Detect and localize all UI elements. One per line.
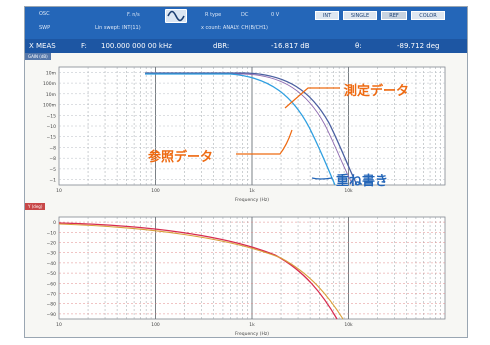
- reference-curve: [145, 73, 336, 186]
- osc-volt: 0 V: [271, 12, 280, 18]
- swp-label: SWP: [39, 25, 51, 31]
- ref-button[interactable]: REF: [381, 11, 407, 20]
- int-button[interactable]: INT: [315, 11, 339, 20]
- x-axis-label: Frequency (Hz): [235, 197, 269, 203]
- measured-curve-a: [145, 72, 358, 186]
- y-tick-label: −90: [47, 312, 57, 318]
- x-tick-label: 10k: [344, 322, 353, 328]
- dbr-label: dBR:: [213, 42, 230, 50]
- y-tick-label: −70: [47, 292, 57, 298]
- top-panel-tag: GAIN (dB): [25, 53, 51, 60]
- sweep-count: x count: ANALY: CH(B/CH1): [201, 25, 268, 31]
- y-tick-label: −60: [47, 281, 57, 287]
- measured-curve-b: [145, 73, 354, 186]
- x-tick-label: 10: [56, 322, 62, 328]
- x-tick-label: 1k: [249, 188, 255, 194]
- osc-amplitude: F. n/s: [127, 12, 140, 18]
- gain-plot: 10m 100m 10m 100m −15 −10 −15 −8 −8 −5 −110 100 1k 10…: [43, 66, 446, 203]
- bottom-measured-curve: [58, 222, 338, 320]
- settings-header: OSC SWP F. n/s R type DC 0 V Lin swept: …: [25, 7, 467, 39]
- y-tick-label: −8: [49, 156, 56, 162]
- y-tick-label: −1: [49, 178, 56, 184]
- freq-label: F:: [81, 42, 87, 50]
- sweep-info: Lin swept: INT(11): [95, 25, 141, 31]
- x-axis-label: Frequency (Hz): [235, 331, 269, 337]
- single-button[interactable]: SINGLE: [343, 11, 377, 20]
- overlay-leader-line: [311, 177, 333, 180]
- y-tick-label: −30: [47, 251, 57, 257]
- phase-value: -89.712 deg: [397, 42, 440, 50]
- sine-wave-icon[interactable]: [165, 9, 187, 23]
- y-tick-label: 0: [53, 220, 56, 226]
- y-tick-label: −10: [47, 124, 57, 130]
- osc-type: R type: [205, 12, 222, 18]
- reference-leader-line: [236, 129, 293, 155]
- measured-data-callout: 測定データ: [344, 84, 410, 99]
- bottom-panel-tag: Y (deg): [25, 203, 46, 210]
- y-tick-label: −20: [47, 241, 57, 247]
- measured-leader-line: [284, 87, 340, 109]
- y-tick-label: −5: [49, 167, 56, 173]
- reference-data-callout: 参照データ: [148, 150, 214, 165]
- x-tick-label: 10k: [344, 188, 353, 194]
- y-tick-label: −50: [47, 271, 57, 277]
- measurement-readout-bar: X MEAS F: 100.000 000 00 kHz dBR: -16.81…: [25, 39, 467, 53]
- y-tick-label: −15: [47, 135, 57, 141]
- x-tick-label: 100: [151, 188, 160, 194]
- y-tick-label: 10m: [46, 92, 56, 98]
- osc-label: OSC: [39, 11, 50, 17]
- analyzer-screen: OSC SWP F. n/s R type DC 0 V Lin swept: …: [24, 6, 468, 338]
- y-tick-label: −15: [47, 113, 57, 119]
- x-tick-label: 10: [56, 188, 62, 194]
- x-tick-label: 1k: [249, 322, 255, 328]
- phase-plot: 0 −10 −20 −30 −40 −50 −60 −70 −80 −90 10 100 1k 10k Fr…: [47, 216, 446, 337]
- y-tick-label: −40: [47, 261, 57, 267]
- y-tick-label: 100m: [43, 81, 56, 87]
- y-tick-label: 10m: [46, 70, 56, 76]
- x-tick-label: 100: [151, 322, 160, 328]
- sine-wave-glyph: [167, 10, 185, 22]
- color-button[interactable]: COLOR: [411, 11, 445, 20]
- meas-label: X MEAS: [29, 42, 56, 50]
- y-tick-label: −10: [47, 230, 57, 236]
- overlay-callout: 重ね書き: [336, 174, 389, 189]
- y-tick-label: 100m: [43, 103, 56, 109]
- y-tick-label: −8: [49, 145, 56, 151]
- osc-dc: DC: [241, 12, 249, 18]
- bottom-reference-curve: [58, 223, 344, 320]
- dbr-value: -16.817 dB: [271, 42, 310, 50]
- y-tick-label: −80: [47, 302, 57, 308]
- freq-value: 100.000 000 00 kHz: [101, 42, 172, 50]
- phase-label: θ:: [355, 42, 362, 50]
